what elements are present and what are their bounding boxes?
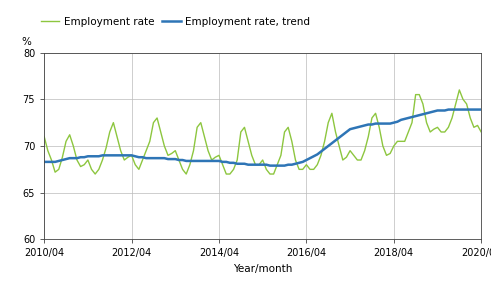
Employment rate [92, 172, 98, 176]
Employment rate, trend [445, 108, 451, 111]
Employment rate [406, 130, 411, 134]
Employment rate [96, 168, 102, 171]
Employment rate, trend [67, 157, 73, 160]
Line: Employment rate, trend: Employment rate, trend [44, 110, 489, 166]
Employment rate, trend [234, 162, 240, 166]
Employment rate, trend [92, 154, 98, 158]
Line: Employment rate: Employment rate [44, 90, 489, 174]
Legend: Employment rate, Employment rate, trend: Employment rate, Employment rate, trend [41, 17, 310, 27]
Employment rate, trend [486, 108, 491, 111]
Employment rate, trend [267, 164, 273, 167]
Employment rate [41, 135, 47, 138]
Employment rate, trend [85, 154, 91, 158]
Employment rate, trend [169, 157, 175, 161]
Employment rate, trend [41, 160, 47, 164]
Employment rate [67, 133, 73, 137]
Employment rate [486, 140, 491, 143]
Employment rate [456, 88, 462, 92]
Y-axis label: %: % [22, 37, 31, 47]
Employment rate [238, 130, 244, 134]
Employment rate, trend [406, 116, 411, 120]
Employment rate [85, 158, 91, 162]
Employment rate [172, 149, 178, 152]
X-axis label: Year/month: Year/month [233, 264, 292, 274]
